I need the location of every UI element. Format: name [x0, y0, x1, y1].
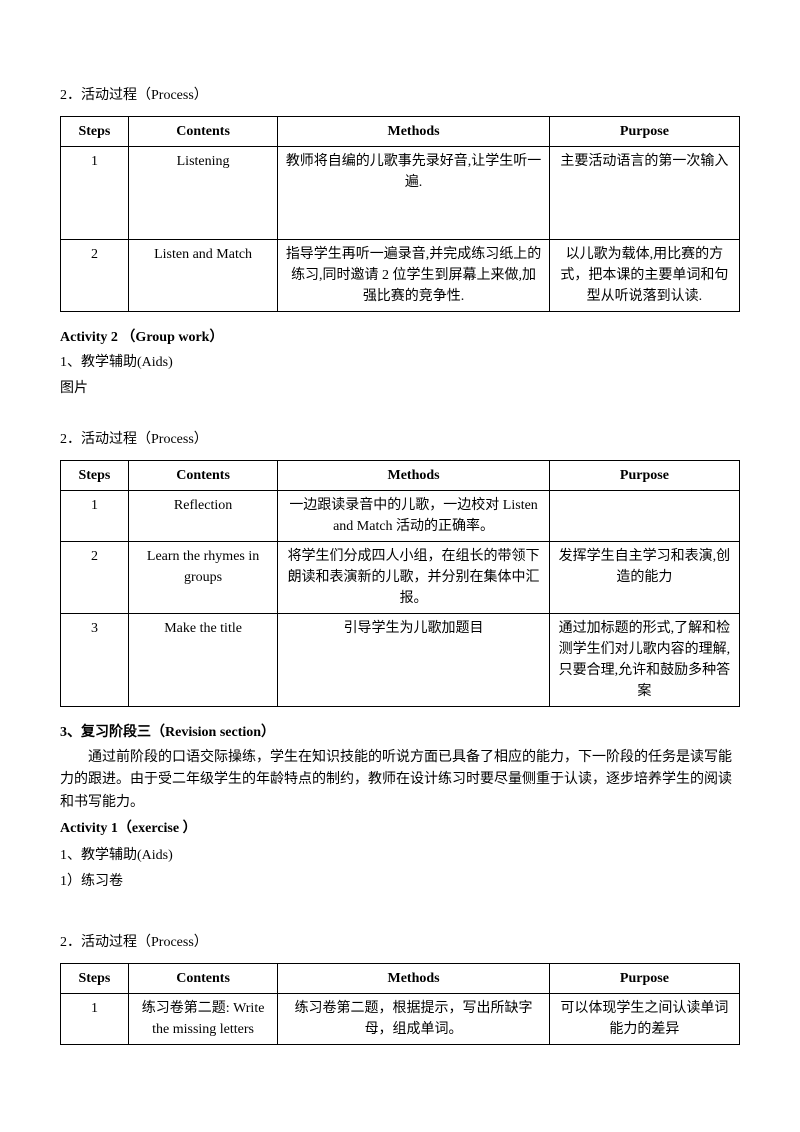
process-heading-3: 2．活动过程（Process） — [60, 931, 740, 955]
process-heading-1: 2．活动过程（Process） — [60, 84, 740, 108]
cell-purpose: 主要活动语言的第一次输入 — [549, 146, 739, 239]
revision-body: 通过前阶段的口语交际操练，学生在知识技能的听说方面已具备了相应的能力，下一阶段的… — [60, 747, 740, 814]
cell-methods: 将学生们分成四人小组，在组长的带领下朗读和表演新的儿歌，并分别在集体中汇报。 — [278, 542, 550, 614]
cell-contents: Learn the rhymes in groups — [128, 542, 277, 614]
col-contents: Contents — [128, 964, 277, 994]
col-purpose: Purpose — [549, 964, 739, 994]
cell-contents: Listen and Match — [128, 239, 277, 311]
col-methods: Methods — [278, 116, 550, 146]
process-table-1: Steps Contents Methods Purpose 1 Listeni… — [60, 116, 740, 312]
process-heading-2: 2．活动过程（Process） — [60, 428, 740, 452]
cell-step: 2 — [61, 239, 129, 311]
cell-purpose: 以儿歌为载体,用比赛的方式，把本课的主要单词和句型从听说落到认读. — [549, 239, 739, 311]
process-table-3: Steps Contents Methods Purpose 1 练习卷第二题:… — [60, 963, 740, 1045]
cell-purpose: 通过加标题的形式,了解和检测学生们对儿歌内容的理解,只要合理,允许和鼓励多种答案 — [549, 614, 739, 707]
table-header-row: Steps Contents Methods Purpose — [61, 964, 740, 994]
cell-purpose — [549, 491, 739, 542]
cell-step: 1 — [61, 491, 129, 542]
col-contents: Contents — [128, 116, 277, 146]
aids-item: 1）练习卷 — [60, 871, 740, 893]
cell-methods: 引导学生为儿歌加题目 — [278, 614, 550, 707]
table-header-row: Steps Contents Methods Purpose — [61, 461, 740, 491]
col-contents: Contents — [128, 461, 277, 491]
cell-methods: 教师将自编的儿歌事先录好音,让学生听一遍. — [278, 146, 550, 239]
cell-step: 1 — [61, 994, 129, 1045]
cell-step: 2 — [61, 542, 129, 614]
cell-contents: Listening — [128, 146, 277, 239]
cell-methods: 一边跟读录音中的儿歌，一边校对 Listen and Match 活动的正确率。 — [278, 491, 550, 542]
table-row: 2 Learn the rhymes in groups 将学生们分成四人小组，… — [61, 542, 740, 614]
col-steps: Steps — [61, 116, 129, 146]
table-row: 3 Make the title 引导学生为儿歌加题目 通过加标题的形式,了解和… — [61, 614, 740, 707]
cell-step: 3 — [61, 614, 129, 707]
table-header-row: Steps Contents Methods Purpose — [61, 116, 740, 146]
cell-methods: 练习卷第二题，根据提示，写出所缺字母，组成单词。 — [278, 994, 550, 1045]
process-table-2: Steps Contents Methods Purpose 1 Reflect… — [60, 460, 740, 707]
col-methods: Methods — [278, 964, 550, 994]
col-methods: Methods — [278, 461, 550, 491]
cell-contents: 练习卷第二题: Write the missing letters — [128, 994, 277, 1045]
col-purpose: Purpose — [549, 461, 739, 491]
activity-2-title: Activity 2 （Group work） — [60, 326, 740, 350]
cell-methods: 指导学生再听一遍录音,并完成练习纸上的练习,同时邀请 2 位学生到屏幕上来做,加… — [278, 239, 550, 311]
table-row: 1 Listening 教师将自编的儿歌事先录好音,让学生听一遍. 主要活动语言… — [61, 146, 740, 239]
table-row: 2 Listen and Match 指导学生再听一遍录音,并完成练习纸上的练习… — [61, 239, 740, 311]
cell-purpose: 可以体现学生之间认读单词能力的差异 — [549, 994, 739, 1045]
aids-line: 1、教学辅助(Aids) — [60, 352, 740, 374]
cell-contents: Make the title — [128, 614, 277, 707]
revision-title: 3、复习阶段三（Revision section） — [60, 721, 740, 745]
table-row: 1 Reflection 一边跟读录音中的儿歌，一边校对 Listen and … — [61, 491, 740, 542]
table-row: 1 练习卷第二题: Write the missing letters 练习卷第… — [61, 994, 740, 1045]
col-purpose: Purpose — [549, 116, 739, 146]
cell-step: 1 — [61, 146, 129, 239]
col-steps: Steps — [61, 461, 129, 491]
activity-1-title: Activity 1（exercise ） — [60, 818, 740, 840]
cell-purpose: 发挥学生自主学习和表演,创造的能力 — [549, 542, 739, 614]
col-steps: Steps — [61, 964, 129, 994]
aids-item: 图片 — [60, 378, 740, 400]
aids-line: 1、教学辅助(Aids) — [60, 845, 740, 867]
cell-contents: Reflection — [128, 491, 277, 542]
